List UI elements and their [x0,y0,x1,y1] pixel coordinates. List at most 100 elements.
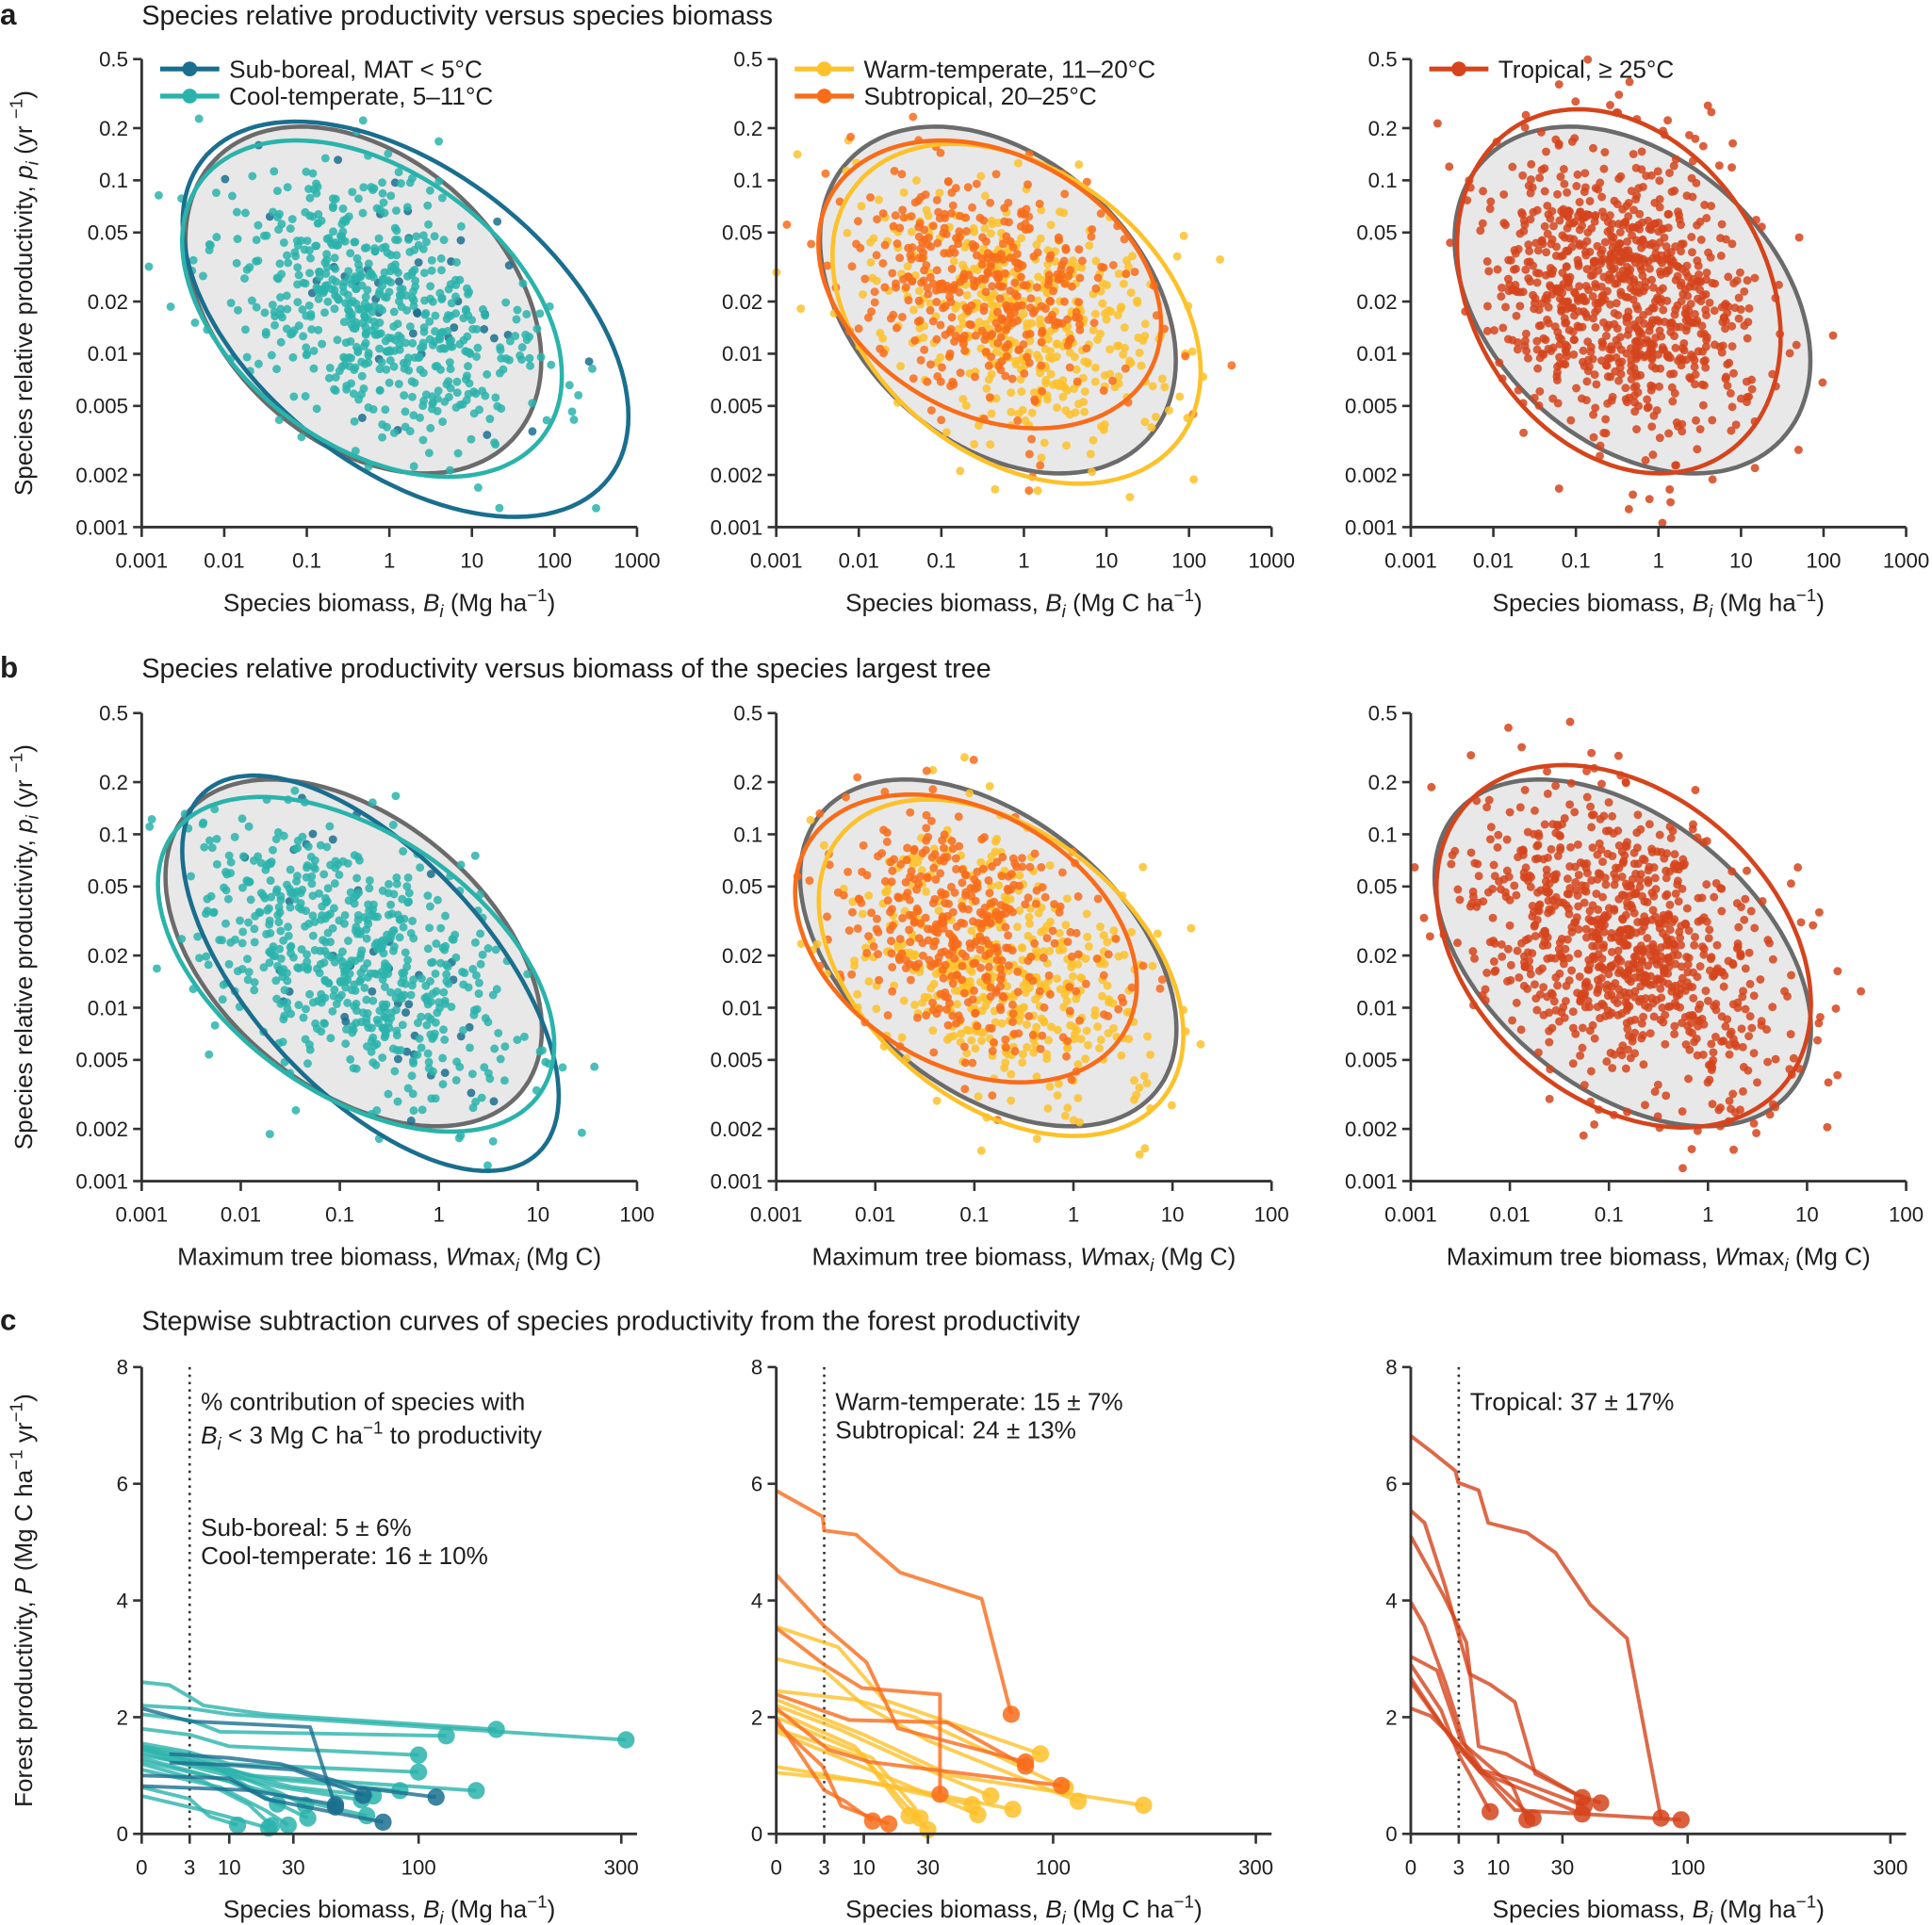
data-point [286,865,295,874]
data-point [212,859,221,869]
data-point [1521,110,1531,120]
data-point [1539,983,1548,992]
data-point [1105,369,1115,379]
data-point [1677,361,1686,370]
data-point [294,1001,303,1010]
data-point [342,384,352,394]
data-point [1138,335,1148,345]
data-point [293,263,303,272]
data-point [270,167,279,176]
data-point [1514,338,1522,347]
data-point [1607,273,1616,283]
data-point [880,283,890,292]
data-point [958,961,967,971]
data-point [948,201,958,210]
data-point [1037,361,1046,370]
data-point [971,896,980,905]
x-axis-label-part: B [423,588,439,616]
data-point [374,234,384,243]
data-point [466,1043,474,1052]
data-point [1610,1050,1619,1059]
data-point [154,190,163,200]
data-point [1631,382,1641,391]
data-point [986,198,995,207]
data-point [1606,101,1614,109]
data-point [1645,820,1654,829]
data-point [922,836,931,845]
data-point [843,867,853,876]
data-point [901,877,910,887]
data-point [1658,518,1667,528]
data-point [914,196,923,205]
data-point [1671,981,1679,990]
panel-b-3: 0.50.20.10.050.020.010.0050.0020.0010.00… [1345,702,1924,1275]
data-point [1723,308,1732,318]
data-point [1701,342,1711,351]
data-point [277,220,287,229]
data-point [1663,209,1673,219]
data-point [909,911,917,921]
data-point [1114,1004,1123,1014]
panel-b-1: 0.50.20.10.050.020.010.0050.0020.0010.00… [7,702,655,1275]
data-point [276,926,286,936]
data-point [1490,326,1498,335]
data-point [1042,934,1052,943]
data-point [1108,376,1118,385]
data-point [1513,946,1522,955]
data-point [1749,1049,1759,1058]
data-point [1719,982,1728,991]
data-point [1666,328,1676,336]
data-point [1085,241,1094,251]
data-point [1691,786,1700,794]
data-point [1696,236,1706,244]
data-point [1564,909,1574,919]
data-point [962,1049,972,1058]
data-point [1072,987,1081,996]
data-point [326,1034,336,1043]
data-point [256,889,266,898]
data-point [323,884,333,893]
x-axis-label-part: Maximum tree biomass, [177,1242,446,1270]
x-tick-label: 10 [1095,549,1119,573]
data-point [1547,1023,1557,1033]
data-point [1506,975,1515,985]
data-point [1010,1047,1020,1056]
legend-marker [1451,61,1466,77]
data-point [953,1000,962,1009]
data-point [1688,248,1696,257]
data-point [297,236,305,245]
data-point [1517,210,1527,220]
data-point [316,946,325,955]
data-point [505,355,514,365]
data-point [1543,954,1552,963]
data-point [1626,1053,1635,1063]
data-point [1573,890,1582,900]
data-point [1028,308,1038,318]
data-point [928,1026,938,1036]
x-tick-label: 0.1 [1562,549,1591,573]
data-point [1680,986,1690,995]
data-point [1012,250,1022,259]
data-point [364,259,373,269]
data-point [209,907,219,917]
data-point [565,381,574,390]
data-point [1104,1029,1113,1037]
data-point [1508,1016,1517,1025]
data-point [1187,347,1197,356]
data-point [1765,1110,1775,1119]
data-point [1749,991,1759,1001]
data-point [360,243,369,253]
x-axis-label-part: B [1693,588,1709,616]
data-point [1645,951,1655,960]
data-point [317,216,326,225]
data-point [328,202,337,211]
x-tick-label: 0.01 [839,549,879,573]
data-point [1512,264,1520,273]
data-point [971,1044,980,1053]
data-point [254,907,264,917]
data-point [879,825,888,835]
data-point [914,879,924,889]
data-point [947,313,957,322]
y-tick-label: 0.005 [75,1049,128,1072]
data-point [467,434,476,444]
